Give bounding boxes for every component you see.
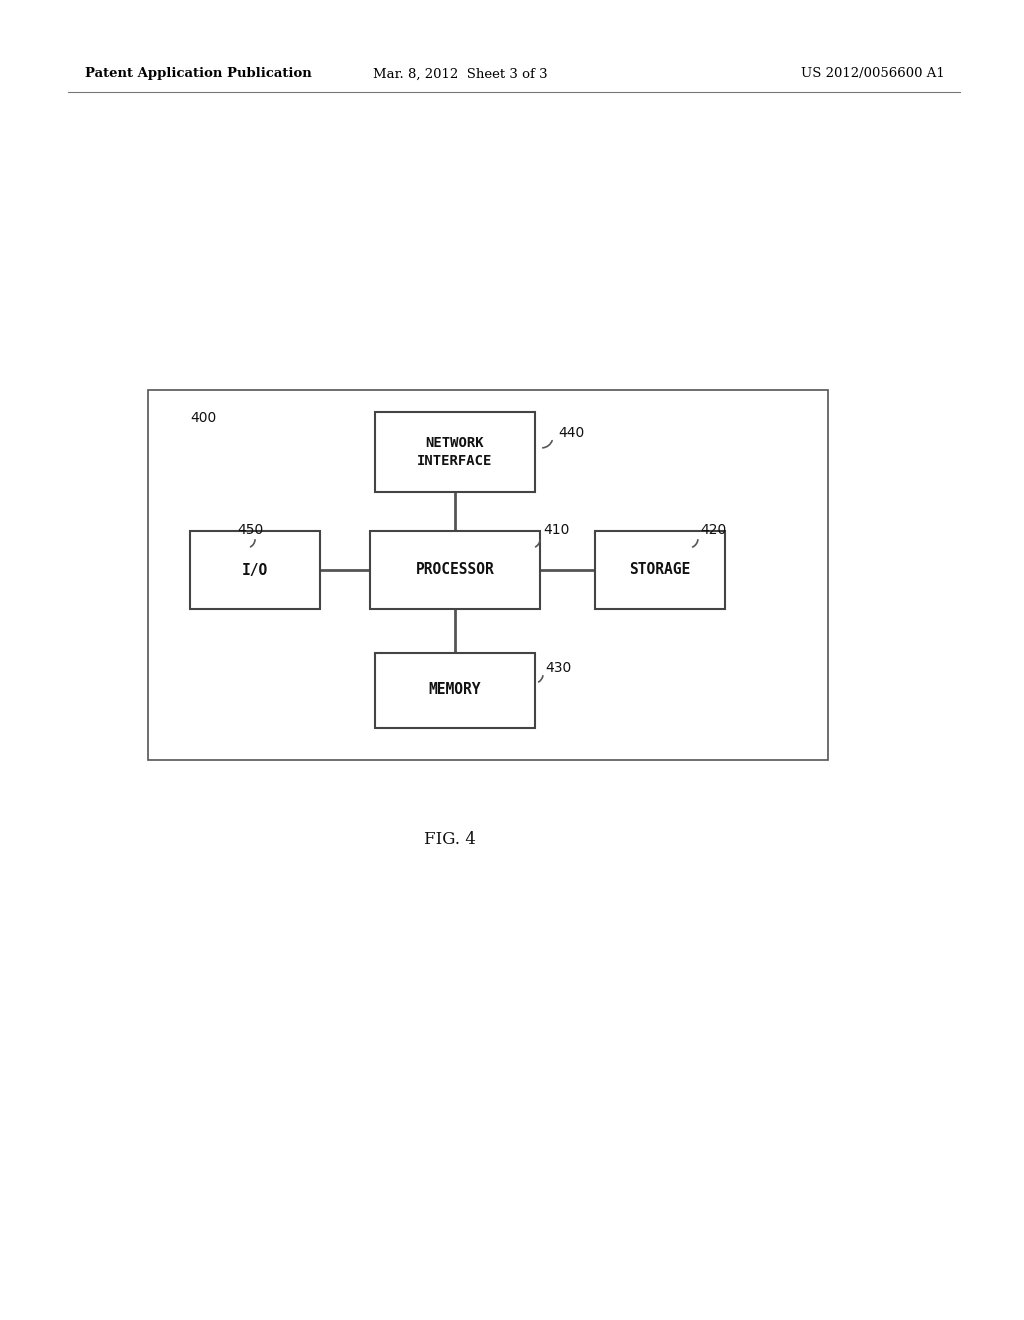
Text: NETWORK
INTERFACE: NETWORK INTERFACE: [418, 436, 493, 469]
Bar: [375, 652, 535, 727]
Text: 440: 440: [558, 426, 585, 440]
Text: PROCESSOR: PROCESSOR: [416, 562, 495, 578]
Bar: [375, 412, 535, 492]
Bar: [595, 531, 725, 609]
Bar: [190, 531, 319, 609]
Bar: [370, 531, 540, 609]
Bar: [148, 389, 828, 760]
Text: FIG. 4: FIG. 4: [424, 832, 476, 849]
Text: 450: 450: [237, 523, 263, 537]
Text: STORAGE: STORAGE: [630, 562, 690, 578]
Text: 430: 430: [545, 661, 571, 675]
Text: 400: 400: [190, 411, 216, 425]
Text: 420: 420: [700, 523, 726, 537]
Text: Mar. 8, 2012  Sheet 3 of 3: Mar. 8, 2012 Sheet 3 of 3: [373, 67, 547, 81]
Text: MEMORY: MEMORY: [429, 682, 481, 697]
Text: 410: 410: [543, 523, 569, 537]
Text: US 2012/0056600 A1: US 2012/0056600 A1: [801, 67, 945, 81]
Text: Patent Application Publication: Patent Application Publication: [85, 67, 311, 81]
Text: I/O: I/O: [242, 562, 268, 578]
